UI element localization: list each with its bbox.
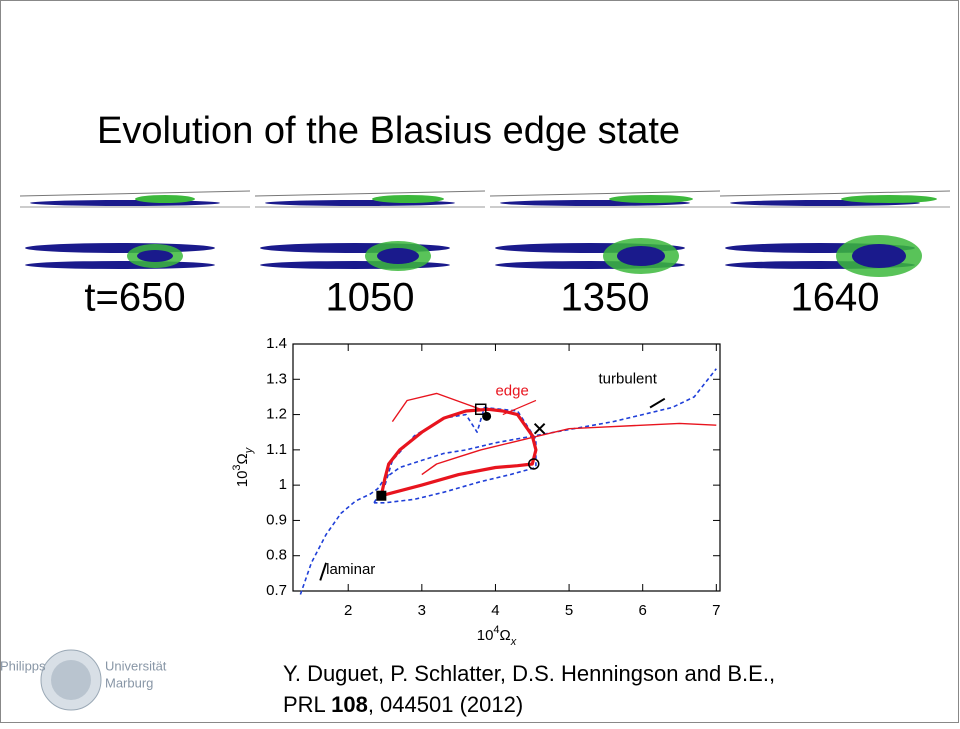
y-tick-label: 1.1 [266,441,287,458]
y-tick-label: 1.2 [266,406,287,423]
citation-ref: PRL 108, 044501 (2012) [283,692,523,717]
axis-label-part: Ω [500,627,511,644]
x-tick-label: 7 [712,602,720,619]
marker [376,490,387,501]
trajectory [391,392,481,423]
y-tick-label: 0.8 [266,547,287,564]
marker [533,422,546,435]
logo-text: Marburg [105,675,153,690]
trajectory [299,368,717,595]
snapshot-label: 1350 [561,276,650,320]
snapshot-label: 1640 [791,276,880,320]
wall-line [489,190,721,197]
slide-title: Evolution of the Blasius edge state [97,110,680,152]
annotation: turbulent [599,370,658,387]
axis-label-part: Ω [234,453,251,464]
vortex-side [135,195,195,203]
vortex-core [852,244,906,268]
marker [482,411,492,421]
axis-label-part: x [510,636,517,648]
x-tick-label: 6 [639,602,647,619]
axis-label-part: 10 [477,627,494,644]
x-tick-label: 3 [418,602,426,619]
y-tick-label: 1.4 [266,335,287,352]
vortex-side [372,195,444,203]
vortex-core [617,246,665,266]
vortex-core [377,248,419,264]
wall-line [19,190,251,197]
logo-text: Universität [105,658,167,673]
snapshot-label: 1050 [326,276,415,320]
x-tick-label: 5 [565,602,573,619]
streak-top [25,261,215,269]
y-tick-label: 1.3 [266,370,287,387]
streak-top [25,243,215,253]
axis-label-part: 10 [234,471,251,488]
axis-label: 103Ωy [231,446,255,487]
arrow [649,397,666,409]
y-tick-label: 0.9 [266,511,287,528]
citation-authors: Y. Duguet, P. Schlatter, D.S. Henningson… [283,661,775,686]
x-tick-label: 4 [491,602,499,619]
marker [527,458,540,470]
annotation: edge [495,383,528,400]
marker [474,403,487,416]
vortex-side [609,195,693,203]
axis-label: 104Ωx [477,624,517,648]
logo-seal-inner [51,660,91,700]
y-tick-label: 0.7 [266,582,287,599]
axis-label-part: 4 [493,624,499,636]
x-tick-label: 2 [344,602,352,619]
axis-label-part: 3 [231,464,243,470]
snapshot-label: t=650 [84,276,185,320]
pages-year: , 044501 (2012) [368,692,523,717]
annotation: laminar [326,561,375,578]
streak-side [30,200,220,206]
wall-line [719,190,951,197]
volume: 108 [331,692,368,717]
vortex-core [137,250,173,262]
chart: 2 3 4 5 6 70.70.80.911.11.21.31.4104Ωx103Ωyed… [231,335,721,648]
logo: Philipps Universität Marburg [0,649,167,711]
axis-label-part: y [243,446,255,454]
trajectory [379,407,538,498]
arrow [319,562,328,581]
vortex-side [841,195,937,203]
wall-line [254,190,486,197]
trajectory [421,422,717,476]
journal: PRL [283,692,326,717]
y-tick-label: 1 [279,476,287,493]
logo-text: Philipps [0,658,46,673]
arrow [502,399,537,416]
plot-frame [292,343,721,592]
